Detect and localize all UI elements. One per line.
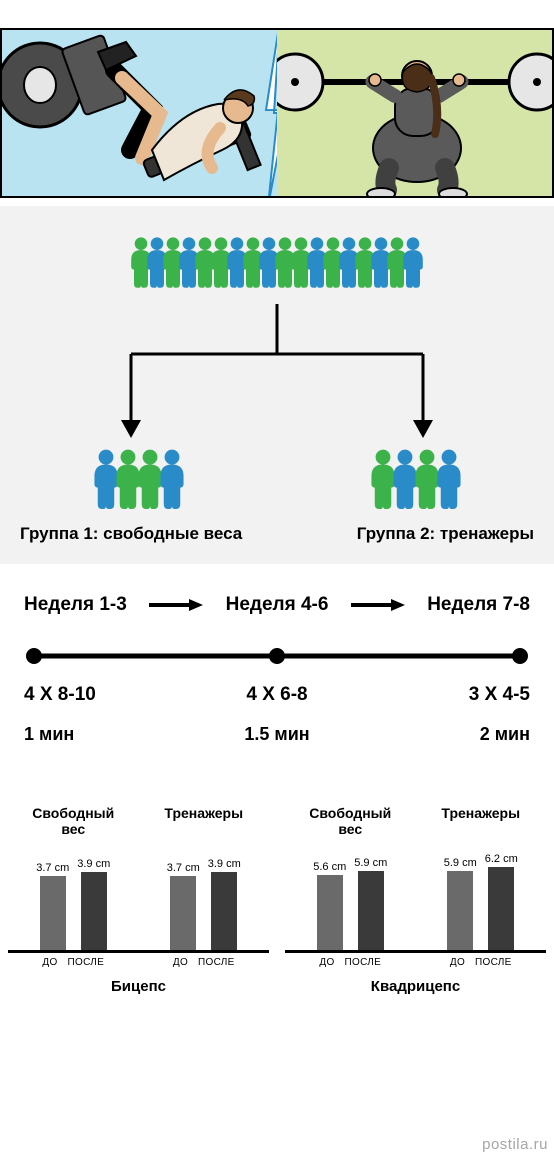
person-icon [432,448,466,514]
axis-before: ДО [42,957,57,968]
bar-before [317,875,343,950]
bar-value-before: 3.7 cm [36,862,69,874]
mini-title: Тренажеры [141,805,268,839]
sets-3: 3 X 4-5 [363,684,530,706]
bar-value-after: 6.2 cm [485,853,518,865]
leg-press-icon [2,30,282,198]
bar-value-before: 5.9 cm [444,857,477,869]
bar-before [40,876,66,950]
watermark: postila.ru [482,1136,548,1153]
crowd-row [0,236,554,292]
bar-value-after: 3.9 cm [208,858,241,870]
hero-right-squat [277,30,552,196]
group1-label: Группа 1: свободные веса [20,524,242,544]
bar-after [488,867,514,950]
mini-chart: Свободныйвес 5.6 cm 5.9 cm ДО ПОСЛЕ [287,805,414,968]
bar-after [211,872,237,950]
rest-2: 1.5 мин [194,724,361,745]
sets-2: 4 X 6-8 [194,684,361,706]
bar-after [81,872,107,950]
mini-chart: Тренажеры 3.7 cm 3.9 cm ДО ПОСЛЕ [141,805,268,968]
bar-before [170,876,196,950]
axis-after: ПОСЛЕ [68,957,105,968]
bar-value-after: 5.9 cm [354,857,387,869]
mini-chart: Тренажеры 5.9 cm 6.2 cm ДО ПОСЛЕ [418,805,545,968]
hero-illustration [0,28,554,198]
person-icon [155,448,189,514]
bar-after [358,871,384,950]
week-1: Неделя 1-3 [24,594,127,616]
hero-left-leg-press [2,30,277,196]
progress-line [24,646,530,666]
sets-1: 4 Х 8-10 [24,684,191,706]
mini-chart: Свободныйвес 3.7 cm 3.9 cm ДО ПОСЛЕ [10,805,137,968]
barbell-squat-icon [277,30,554,198]
week-3: Неделя 7-8 [427,594,530,616]
subgroup-2 [372,448,460,514]
person-icon [399,236,427,292]
arrow-icon [149,599,203,611]
axis-after: ПОСЛЕ [345,957,382,968]
chart-block: Свободныйвес 5.6 cm 5.9 cm ДО ПОСЛЕ Трен… [287,805,544,995]
bar-before [447,871,473,950]
groups-panel: Группа 1: свободные веса Группа 2: трена… [0,206,554,564]
rest-3: 2 мин [363,724,530,745]
subgroups [0,448,554,514]
charts: Свободныйвес 3.7 cm 3.9 cm ДО ПОСЛЕ Трен… [0,745,554,995]
mini-title: Тренажеры [418,805,545,839]
group2-label: Группа 2: тренажеры [357,524,534,544]
week-2: Неделя 4-6 [226,594,329,616]
subgroup-1 [95,448,183,514]
chart-caption: Квадрицепс [287,978,544,995]
rest-1: 1 мин [24,724,191,745]
chart-block: Свободныйвес 3.7 cm 3.9 cm ДО ПОСЛЕ Трен… [10,805,267,995]
timeline: Неделя 1-3 Неделя 4-6 Неделя 7-8 4 Х 8-1… [0,564,554,745]
chart-caption: Бицепс [10,978,267,995]
mini-title: Свободныйвес [287,805,414,839]
axis-before: ДО [173,957,188,968]
mini-title: Свободныйвес [10,805,137,839]
axis-after: ПОСЛЕ [198,957,235,968]
arrow-icon [351,599,405,611]
bar-value-before: 5.6 cm [313,861,346,873]
axis-before: ДО [319,957,334,968]
bar-value-after: 3.9 cm [77,858,110,870]
split-arrows-icon [67,298,487,448]
bar-value-before: 3.7 cm [167,862,200,874]
axis-after: ПОСЛЕ [475,957,512,968]
axis-before: ДО [450,957,465,968]
